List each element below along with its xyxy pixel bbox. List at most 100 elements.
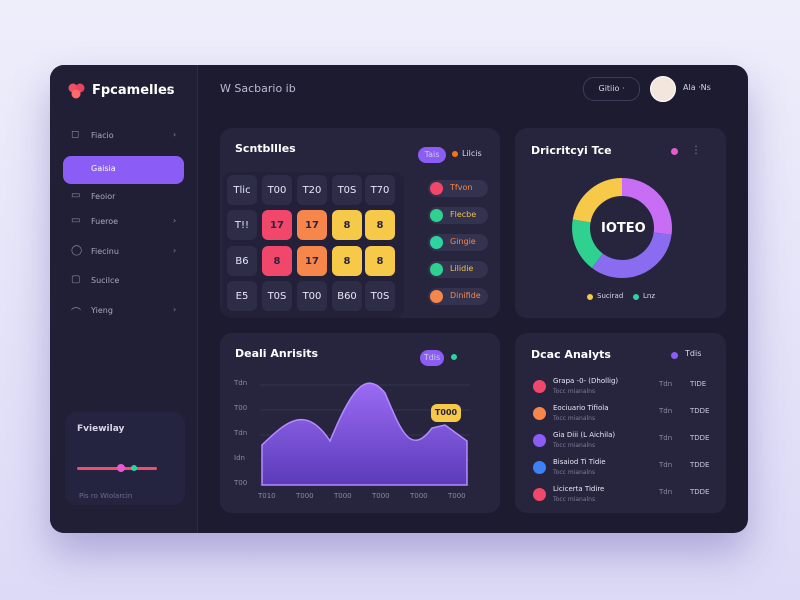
legend-dot bbox=[633, 294, 639, 300]
user-name[interactable]: Ala ·Ns bbox=[683, 83, 711, 92]
analytics-tag[interactable]: Tdis bbox=[420, 350, 444, 366]
menu-icon: ▭ bbox=[71, 215, 81, 226]
list-row[interactable]: Gia Diii (L Aichila) Tocc mianalns Tdn TDDE bbox=[515, 431, 726, 453]
schedule-card: Scntbllles Tais Lilcis Tlic T00 T20 T0S T70 T… bbox=[220, 128, 500, 318]
menu-item[interactable]: Fueroe ▭ › bbox=[63, 209, 184, 237]
tag-dot bbox=[452, 151, 458, 157]
x-label: T000 bbox=[334, 492, 352, 500]
row-sub: Tocc mianalns bbox=[553, 496, 596, 503]
grid-cell[interactable]: T0S bbox=[262, 281, 292, 311]
dashboard: Fpcamelles ⌄ Fiacio ◻ › Gaisia Feoior ▭ Fueroe… bbox=[50, 65, 748, 533]
menu-label: Feoior bbox=[91, 192, 116, 201]
grid-cell[interactable]: T0S bbox=[332, 175, 362, 205]
grid-cell[interactable]: T20 bbox=[297, 175, 327, 205]
row-time: Tdn bbox=[659, 488, 673, 496]
legend-dot bbox=[430, 263, 443, 276]
area-chart bbox=[260, 382, 470, 486]
grid-cell[interactable]: T00 bbox=[297, 281, 327, 311]
grid-cell[interactable]: B6 bbox=[227, 246, 257, 276]
side-card-title: Fviewilay bbox=[77, 424, 125, 434]
donut-menu[interactable]: ⋮ bbox=[691, 145, 701, 156]
legend-dot bbox=[430, 182, 443, 195]
legend-label: Dinifide bbox=[450, 291, 481, 300]
grid-cell[interactable]: 8 bbox=[332, 210, 362, 240]
row-value: TDDE bbox=[690, 461, 710, 469]
legend-item[interactable]: Flecbe bbox=[428, 207, 488, 224]
menu-item[interactable]: Gaisia bbox=[63, 156, 184, 184]
schedule-tag[interactable]: Tais bbox=[418, 147, 446, 163]
list-row[interactable]: Bisaiod Ti Tidie Tocc mianalns Tdn TDDE bbox=[515, 458, 726, 480]
menu-item[interactable]: Fiecinu ◯ › bbox=[63, 239, 184, 267]
row-icon bbox=[533, 407, 546, 420]
menu-label: Fueroe bbox=[91, 217, 119, 226]
grid-cell[interactable]: Tlic bbox=[227, 175, 257, 205]
menu-item[interactable]: Sucilce ▢ bbox=[63, 268, 184, 296]
x-label: T000 bbox=[372, 492, 390, 500]
legend-item[interactable]: Dinifide bbox=[428, 288, 488, 305]
menu-chevron: › bbox=[173, 305, 177, 314]
donut-segment bbox=[572, 178, 672, 278]
legend-label: Tfvon bbox=[450, 183, 473, 192]
list-row[interactable]: Eociuario Tifiola Tocc mianalns Tdn TDDE bbox=[515, 404, 726, 426]
donut-segment bbox=[572, 178, 672, 278]
donut-card: Dricritcyi Tce ⋮ IOTEO Sucirad Lnz bbox=[515, 128, 726, 318]
row-icon bbox=[533, 461, 546, 474]
grid-cell[interactable]: 8 bbox=[365, 210, 395, 240]
grid-cell[interactable]: 17 bbox=[297, 210, 327, 240]
legend-item[interactable]: Lilidie bbox=[428, 261, 488, 278]
grid-cell[interactable]: 8 bbox=[365, 246, 395, 276]
row-time: Tdn bbox=[659, 434, 673, 442]
row-name: Grapa -0- (Dhollig) bbox=[553, 377, 619, 385]
slider-dot bbox=[131, 465, 137, 471]
row-time: Tdn bbox=[659, 380, 673, 388]
menu-icon: ▢ bbox=[71, 274, 81, 285]
list-row[interactable]: Licicerta Tidire Tocc mianalns Tdn TDDE bbox=[515, 485, 726, 507]
y-label: T00 bbox=[234, 404, 248, 412]
menu-label: Fiacio bbox=[91, 131, 114, 140]
grid-cell[interactable]: T!! bbox=[227, 210, 257, 240]
menu-item[interactable]: Fiacio ◻ › bbox=[63, 123, 184, 151]
x-label: T000 bbox=[410, 492, 428, 500]
list-row[interactable]: Grapa -0- (Dhollig) Tocc mianalns Tdn TIDE bbox=[515, 377, 726, 399]
row-name: Bisaiod Ti Tidie bbox=[553, 458, 606, 466]
legend-item[interactable]: Gingie bbox=[428, 234, 488, 251]
schedule-tag2: Lilcis bbox=[462, 149, 482, 158]
grid-cell[interactable]: T00 bbox=[262, 175, 292, 205]
donut-segment bbox=[572, 178, 672, 278]
row-sub: Tocc mianalns bbox=[553, 415, 596, 422]
menu-item[interactable]: Feoior ▭ bbox=[63, 184, 184, 212]
side-card: Fviewilay Pis ro Wiolarcin bbox=[65, 412, 185, 505]
schedule-title: Scntbllles bbox=[235, 142, 296, 155]
legend-label: Flecbe bbox=[450, 210, 477, 219]
row-time: Tdn bbox=[659, 407, 673, 415]
grid-cell[interactable]: E5 bbox=[227, 281, 257, 311]
grid-cell[interactable]: 8 bbox=[262, 246, 292, 276]
brand-chevron[interactable]: ⌄ bbox=[164, 81, 175, 95]
menu-icon: ◻ bbox=[71, 129, 80, 140]
list-dot bbox=[671, 352, 678, 359]
menu-chevron: › bbox=[173, 246, 177, 255]
row-value: TDDE bbox=[690, 488, 710, 496]
slider-thumb[interactable] bbox=[117, 464, 125, 472]
analytics-card: Deali Anrisits Tdis Tdn T00 Tdn Idn T00 T010… bbox=[220, 333, 500, 513]
legend-label: Gingie bbox=[450, 237, 476, 246]
grid-cell[interactable]: 17 bbox=[262, 210, 292, 240]
grid-cell[interactable]: T0S bbox=[365, 281, 395, 311]
grid-cell[interactable]: B60 bbox=[332, 281, 362, 311]
grid-cell[interactable]: 17 bbox=[297, 246, 327, 276]
legend-dot bbox=[587, 294, 593, 300]
area bbox=[261, 382, 468, 486]
grid-cell[interactable]: T70 bbox=[365, 175, 395, 205]
legend-item[interactable]: Tfvon bbox=[428, 180, 488, 197]
menu-label: Fiecinu bbox=[91, 247, 119, 256]
donut-dot bbox=[671, 148, 678, 155]
donut-title: Dricritcyi Tce bbox=[531, 144, 612, 157]
menu-item[interactable]: Yieng ⌒ › bbox=[63, 298, 184, 326]
header-button[interactable]: Gitiio · bbox=[583, 77, 640, 101]
menu-icon: ▭ bbox=[71, 190, 81, 201]
avatar[interactable] bbox=[650, 76, 676, 102]
grid-cell[interactable]: 8 bbox=[332, 246, 362, 276]
row-name: Licicerta Tidire bbox=[553, 485, 605, 493]
list-card: Dcac Analyts Tdis Grapa -0- (Dhollig) Toc… bbox=[515, 333, 726, 513]
